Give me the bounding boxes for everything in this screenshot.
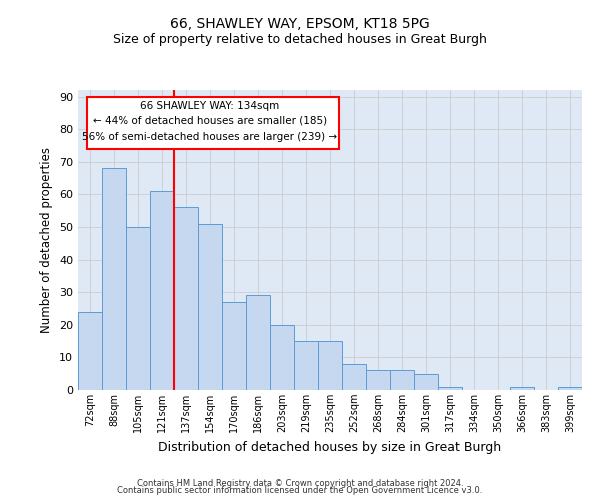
Bar <box>390 370 414 390</box>
Bar <box>270 325 294 390</box>
Bar <box>510 386 534 390</box>
Text: Contains public sector information licensed under the Open Government Licence v3: Contains public sector information licen… <box>118 486 482 495</box>
Bar <box>558 386 582 390</box>
Text: Contains HM Land Registry data © Crown copyright and database right 2024.: Contains HM Land Registry data © Crown c… <box>137 478 463 488</box>
Bar <box>246 296 270 390</box>
Bar <box>318 341 342 390</box>
Bar <box>438 386 462 390</box>
Bar <box>294 341 318 390</box>
Bar <box>88 96 340 148</box>
Text: 66 SHAWLEY WAY: 134sqm: 66 SHAWLEY WAY: 134sqm <box>140 102 280 112</box>
Bar <box>414 374 438 390</box>
Bar <box>366 370 390 390</box>
Bar <box>174 208 198 390</box>
Bar <box>222 302 246 390</box>
Y-axis label: Number of detached properties: Number of detached properties <box>40 147 53 333</box>
Bar <box>342 364 366 390</box>
Bar <box>126 227 150 390</box>
Text: ← 44% of detached houses are smaller (185): ← 44% of detached houses are smaller (18… <box>93 116 327 126</box>
Bar <box>78 312 102 390</box>
Bar <box>150 191 174 390</box>
Text: 66, SHAWLEY WAY, EPSOM, KT18 5PG: 66, SHAWLEY WAY, EPSOM, KT18 5PG <box>170 18 430 32</box>
Bar <box>102 168 126 390</box>
Text: 56% of semi-detached houses are larger (239) →: 56% of semi-detached houses are larger (… <box>82 132 338 142</box>
Bar <box>198 224 222 390</box>
X-axis label: Distribution of detached houses by size in Great Burgh: Distribution of detached houses by size … <box>158 440 502 454</box>
Text: Size of property relative to detached houses in Great Burgh: Size of property relative to detached ho… <box>113 32 487 46</box>
